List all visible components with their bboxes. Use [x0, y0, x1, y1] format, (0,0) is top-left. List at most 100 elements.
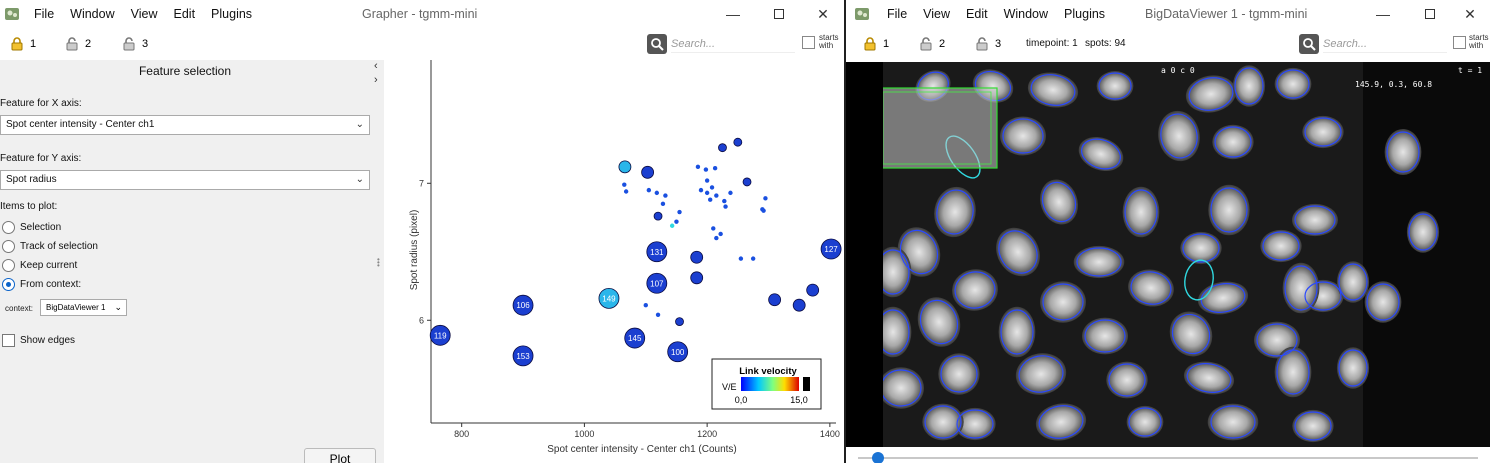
spot-ellipse[interactable] — [1037, 402, 1086, 441]
expand-right-icon[interactable]: › — [374, 74, 378, 86]
menu-view[interactable]: View — [923, 7, 951, 21]
spot-ellipse[interactable] — [1214, 126, 1252, 158]
spot-ellipse[interactable] — [1386, 131, 1420, 173]
spot-ellipse[interactable] — [1108, 363, 1146, 397]
spot-ellipse[interactable] — [1042, 283, 1084, 321]
menu-window[interactable]: Window — [1003, 7, 1049, 21]
spot-ellipse[interactable] — [1002, 118, 1044, 154]
spot-ellipse[interactable] — [924, 405, 962, 439]
spot-ellipse[interactable] — [1294, 205, 1336, 235]
selected-spot-ellipse[interactable] — [1182, 258, 1217, 302]
menu-window[interactable]: Window — [70, 7, 115, 21]
plot-button[interactable]: Plot — [304, 448, 376, 463]
spot-ellipse[interactable] — [1262, 231, 1300, 261]
spot-ellipse[interactable] — [1016, 352, 1066, 395]
radio-button[interactable] — [2, 258, 15, 272]
context-select[interactable]: BigDataViewer 1 ⌄ — [40, 299, 127, 316]
spot-ellipse[interactable] — [940, 355, 978, 393]
spot-ellipse[interactable] — [1304, 117, 1342, 147]
menu-plugins[interactable]: Plugins — [211, 7, 253, 21]
spot-ellipse[interactable] — [1124, 189, 1158, 235]
maximize-button[interactable] — [1407, 0, 1453, 28]
search-input[interactable] — [1323, 35, 1447, 53]
spot-ellipse[interactable] — [933, 187, 976, 237]
spot-ellipse[interactable] — [1037, 178, 1081, 227]
bdv-image-viewer[interactable]: a 0 c 0 t = 1 145.9, 0.3, 60.8 — [883, 62, 1490, 447]
spot-ellipse[interactable] — [1129, 269, 1174, 307]
spot-ellipse[interactable] — [1304, 281, 1342, 311]
maximize-button[interactable] — [756, 0, 802, 28]
spot-ellipse[interactable] — [1029, 71, 1078, 108]
search-input[interactable] — [671, 35, 795, 53]
starts-with-checkbox[interactable] — [802, 36, 815, 49]
radio-selection[interactable]: Selection — [2, 219, 61, 235]
spot-ellipse[interactable] — [1210, 405, 1256, 439]
spot-ellipse[interactable] — [1199, 280, 1247, 315]
spot-ellipse[interactable] — [1157, 111, 1200, 161]
search-button[interactable] — [647, 34, 667, 54]
spot-ellipse[interactable] — [883, 309, 910, 355]
menu-file[interactable]: File — [34, 7, 55, 21]
menu-edit[interactable]: Edit — [966, 7, 988, 21]
spot-ellipse[interactable] — [915, 295, 964, 349]
spot-ellipse[interactable] — [991, 224, 1044, 280]
menu-file[interactable]: File — [887, 7, 908, 21]
spot-ellipse[interactable] — [1128, 407, 1162, 437]
starts-with-checkbox[interactable] — [1453, 36, 1466, 49]
close-button[interactable]: ✕ — [800, 0, 844, 28]
radio-track-of-selection[interactable]: Track of selection — [2, 238, 98, 254]
spot-ellipse[interactable] — [1084, 319, 1126, 353]
spot-ellipse[interactable] — [1182, 233, 1220, 263]
spot-ellipse[interactable] — [1076, 247, 1122, 277]
spot-ellipse[interactable] — [1284, 265, 1318, 311]
spot-ellipse[interactable] — [952, 269, 998, 311]
spot-ellipse[interactable] — [1366, 283, 1400, 321]
spot-ellipse[interactable] — [1276, 349, 1310, 395]
spot-ellipse[interactable] — [1185, 360, 1233, 395]
menu-edit[interactable]: Edit — [173, 7, 196, 21]
spot-ellipse[interactable] — [1187, 74, 1236, 113]
search-button[interactable] — [1299, 34, 1319, 54]
splitter-grip-icon[interactable]: • • • — [377, 255, 380, 270]
spot-ellipse[interactable] — [1077, 134, 1124, 174]
scatter-chart[interactable]: 800 1000 1200 1400 6 7 119 106 153 149 145 131 107 10… — [384, 60, 844, 463]
time-slider-track[interactable] — [858, 457, 1478, 459]
spot-ellipse[interactable] — [1338, 349, 1368, 387]
spot-ellipse[interactable] — [883, 249, 910, 295]
spot-ellipse[interactable] — [956, 409, 994, 439]
spot-ellipse[interactable] — [1098, 72, 1132, 100]
spot-ellipse[interactable] — [1000, 309, 1034, 355]
radio-keep-current[interactable]: Keep current — [2, 257, 77, 273]
spot-ellipse[interactable] — [1408, 213, 1438, 251]
minimize-button[interactable]: — — [710, 0, 756, 28]
lock-2-button[interactable]: 2 — [65, 34, 91, 54]
lock-1-button[interactable]: 1 — [863, 34, 889, 54]
show-edges-checkbox[interactable] — [2, 334, 15, 347]
lock-3-button[interactable]: 3 — [975, 34, 1001, 54]
y-axis-feature-select[interactable]: Spot radius ⌄ — [0, 170, 370, 190]
spot-ellipse[interactable] — [1234, 67, 1264, 105]
lock-2-button[interactable]: 2 — [919, 34, 945, 54]
spot-ellipse[interactable] — [1165, 308, 1216, 361]
close-button[interactable]: ✕ — [1447, 0, 1490, 28]
radio-from-context[interactable]: From context: — [2, 276, 81, 292]
spot-ellipse[interactable] — [1294, 411, 1332, 441]
minimize-button[interactable]: — — [1360, 0, 1406, 28]
menu-view[interactable]: View — [130, 7, 158, 21]
lock-3-button[interactable]: 3 — [122, 34, 148, 54]
spot-ellipse[interactable] — [883, 369, 922, 407]
spot-ellipse[interactable] — [1256, 323, 1298, 357]
time-slider-thumb[interactable] — [872, 452, 884, 463]
radio-button[interactable] — [2, 220, 15, 234]
spot-ellipse[interactable] — [1276, 69, 1310, 99]
spot-ellipse[interactable] — [895, 225, 944, 279]
lock-1-button[interactable]: 1 — [10, 34, 36, 54]
radio-button[interactable] — [2, 239, 15, 253]
x-axis-feature-select[interactable]: Spot center intensity - Center ch1 ⌄ — [0, 115, 370, 135]
spot-ellipse[interactable] — [1338, 263, 1368, 301]
cell-image-canvas[interactable] — [883, 62, 1490, 447]
radio-button-checked[interactable] — [2, 277, 15, 291]
menu-plugins[interactable]: Plugins — [1064, 7, 1106, 21]
collapse-left-icon[interactable]: ‹ — [374, 60, 378, 72]
spot-ellipse[interactable] — [1210, 187, 1248, 233]
